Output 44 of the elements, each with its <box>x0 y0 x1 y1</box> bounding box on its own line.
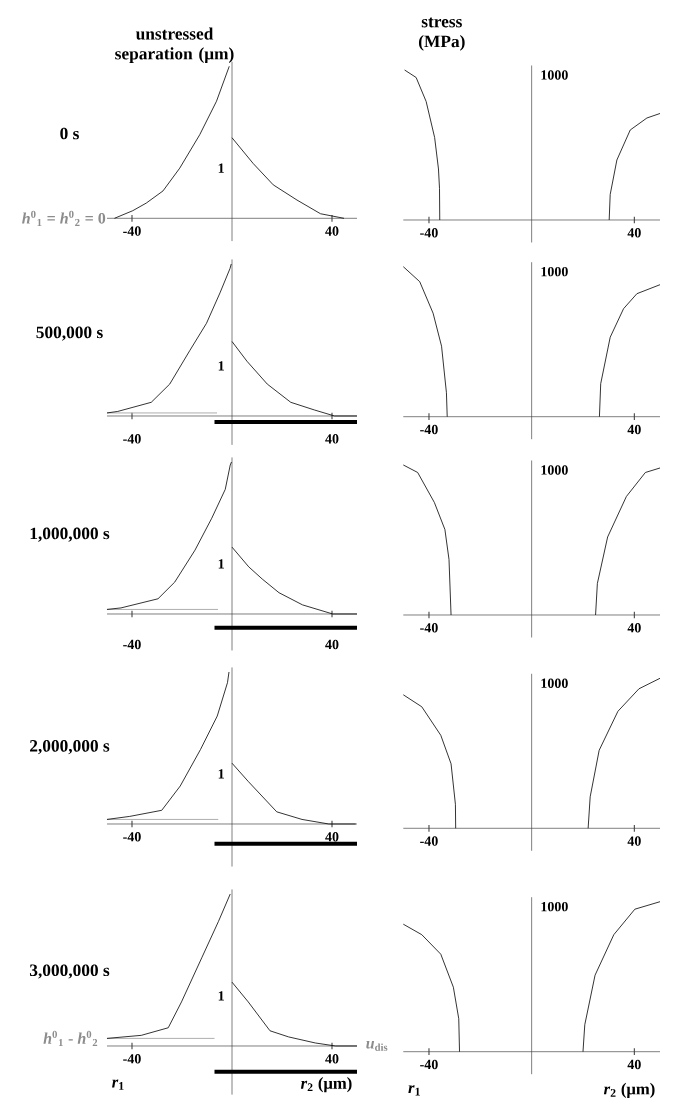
text: 500,000 s <box>36 326 103 341</box>
x-tick-label: -40 <box>420 623 438 633</box>
x-tick-label: 40 <box>627 228 641 238</box>
text: 1,000,000 s <box>30 527 110 542</box>
y-axis-title: unstressed separation (μm) <box>115 27 234 64</box>
x-tick-label: 40 <box>627 836 641 846</box>
text: r$_{2}$ (μm) <box>603 1082 655 1098</box>
annotation: 1 <box>218 991 224 1001</box>
annotation: 1000 <box>541 678 568 688</box>
x-tick-label: -40 <box>123 832 141 842</box>
annotation: 1000 <box>541 901 568 912</box>
text: 2,000,000 s <box>30 739 110 755</box>
x-tick-label: 40 <box>627 1059 641 1070</box>
text: r$_{1}$ <box>408 1085 420 1096</box>
x-tick-label: -40 <box>123 639 141 650</box>
x-tick-label: 40 <box>325 434 339 444</box>
x-tick-label: 40 <box>325 639 339 650</box>
annotation: 1 <box>218 361 224 371</box>
x-tick-label: -40 <box>123 226 141 236</box>
x-tick-label: 40 <box>325 832 339 842</box>
text: r$_{2}$ (μm) <box>300 1077 352 1093</box>
annotation: 1000 <box>541 70 568 80</box>
x-tick-label: 40 <box>325 1054 339 1064</box>
x-tick-label: 40 <box>627 424 641 435</box>
text: 0 s <box>60 127 79 140</box>
annotation: u$_{dis}$ <box>366 1041 388 1051</box>
annotation: h$^{0}$$_{1}$ = h$^{0}$$_{2}$ = 0 <box>22 210 106 226</box>
annotation: h$^{0}$$_{1}$ - h$^{0}$2 <box>43 1030 98 1047</box>
annotation: 1000 <box>541 465 568 475</box>
text: 3,000,000 s <box>29 964 110 979</box>
x-tick-label: -40 <box>420 836 438 846</box>
annotation: 1000 <box>541 266 568 277</box>
x-tick-label: -40 <box>420 424 438 435</box>
annotation: 1 <box>218 559 224 569</box>
x-tick-label: -40 <box>420 1059 438 1070</box>
text: r$_{1}$ <box>112 1079 124 1090</box>
x-tick-label: 40 <box>325 226 339 236</box>
x-tick-label: 40 <box>627 623 641 633</box>
y-axis-title: stress (MPa) <box>418 17 465 51</box>
annotation: 1 <box>218 769 224 779</box>
x-tick-label: -40 <box>123 434 141 444</box>
x-tick-label: -40 <box>420 228 438 238</box>
x-tick-label: -40 <box>123 1054 141 1064</box>
annotation: 1 <box>218 163 224 173</box>
